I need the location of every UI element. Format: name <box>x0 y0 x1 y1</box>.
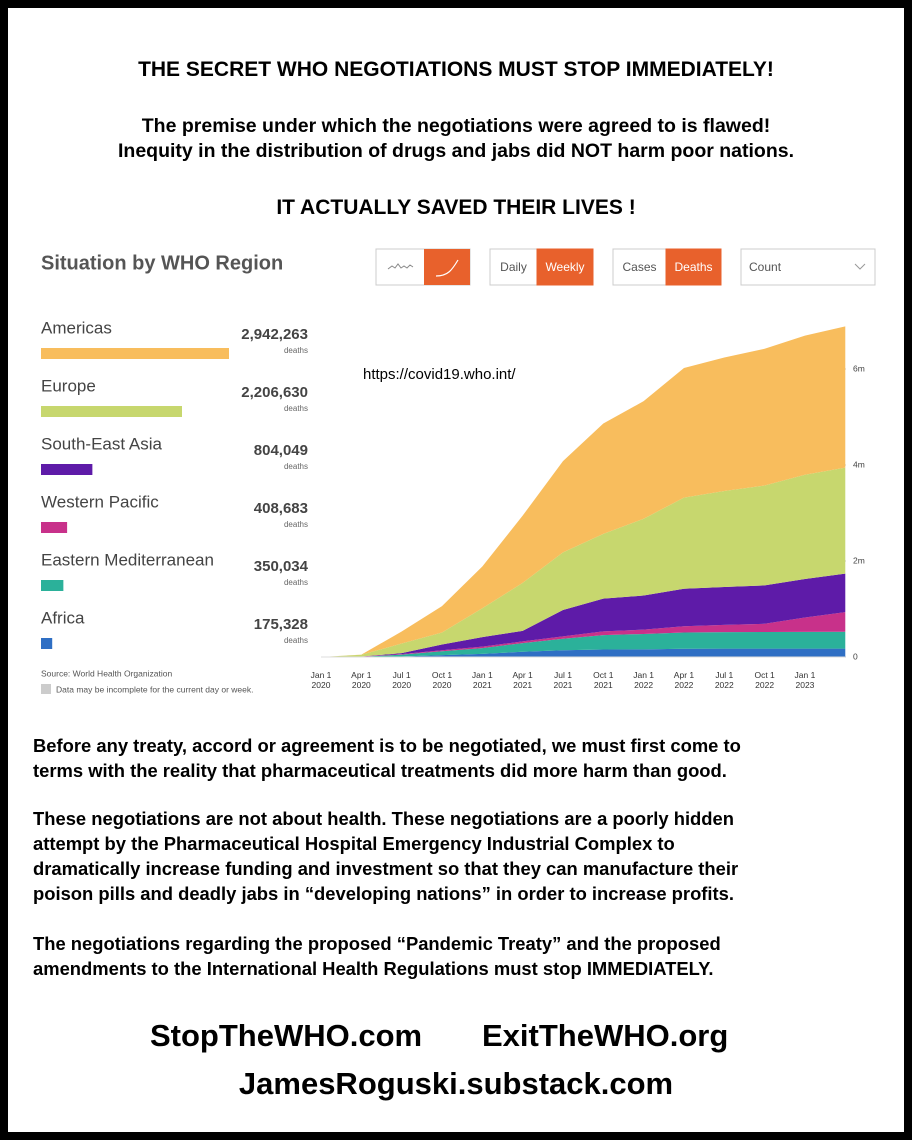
footer-link[interactable]: ExitTheWHO.org <box>482 1018 729 1053</box>
region-name: Western Pacific <box>41 492 159 511</box>
area <box>321 631 846 657</box>
region-unit: deaths <box>284 462 308 471</box>
body-line: Before any treaty, accord or agreement i… <box>33 735 741 756</box>
body-line: dramatically increase funding and invest… <box>33 858 739 879</box>
region-name: Eastern Mediterranean <box>41 550 214 569</box>
body-line: terms with the reality that pharmaceutic… <box>33 760 727 781</box>
note: Data may be incomplete for the current d… <box>56 684 253 694</box>
region-bar <box>41 580 64 591</box>
footer-link[interactable]: JamesRoguski.substack.com <box>238 1066 674 1101</box>
region-name: Europe <box>41 376 96 395</box>
subtitle-line: Inequity in the distribution of drugs an… <box>118 140 794 162</box>
x-tick-label: Jul 1 2020 <box>392 670 412 690</box>
hatch-icon <box>41 684 51 694</box>
region-unit: deaths <box>284 636 308 645</box>
region-unit: deaths <box>284 578 308 587</box>
body-line: attempt by the Pharmaceutical Hospital E… <box>33 833 675 854</box>
x-tick-label: Oct 1 2021 <box>593 670 614 690</box>
x-tick-label: Jan 1 2020 <box>310 670 332 690</box>
y-tick-label: 6m <box>853 363 865 373</box>
y-tick-label: 2m <box>853 555 865 565</box>
region-total: 804,049 <box>254 442 308 459</box>
subtitle-line: The premise under which the negotiations… <box>141 115 771 137</box>
area <box>321 326 846 657</box>
body-line: These negotiations are not about health.… <box>33 808 734 829</box>
button-label: Weekly <box>545 260 584 274</box>
annotation: https://covid19.who.int/ <box>363 366 516 383</box>
region-bar <box>41 406 182 417</box>
region-total: 2,206,630 <box>241 384 308 401</box>
x-tick-label: Apr 1 2020 <box>351 670 372 690</box>
source: Source: World Health Organization <box>41 668 172 678</box>
dropdown[interactable] <box>740 248 876 286</box>
button[interactable] <box>536 248 594 286</box>
region-unit: deaths <box>284 520 308 529</box>
body-line: The negotiations regarding the proposed … <box>33 933 721 954</box>
button-label: Deaths <box>674 260 712 274</box>
body-line: amendments to the International Health R… <box>33 958 714 979</box>
y-tick-label: 4m <box>853 459 865 469</box>
area <box>321 612 846 657</box>
x-tick-label: Jul 1 2021 <box>553 670 573 690</box>
body-line: poison pills and deadly jabs in “develop… <box>33 883 734 904</box>
button-label: Cases <box>622 260 656 274</box>
region-name: Africa <box>41 608 85 627</box>
region-bar <box>41 638 53 649</box>
x-tick-label: Jan 1 2023 <box>794 670 816 690</box>
region-total: 350,034 <box>254 558 309 575</box>
x-tick-label: Apr 1 2022 <box>673 670 695 690</box>
region-total: 175,328 <box>254 616 308 633</box>
x-tick-label: Jul 1 2022 <box>714 670 734 690</box>
x-tick-label: Jan 1 2021 <box>471 670 493 690</box>
x-tick-label: Jan 1 2022 <box>633 670 655 690</box>
region-total: 2,942,263 <box>241 326 308 343</box>
emphasis: IT ACTUALLY SAVED THEIR LIVES ! <box>276 196 636 219</box>
region-name: South-East Asia <box>41 434 163 453</box>
dropdown-label: Count <box>749 260 782 274</box>
y-tick-label: 0 <box>853 651 858 661</box>
dashboard-title: Situation by WHO Region <box>41 252 283 274</box>
region-total: 408,683 <box>254 500 308 517</box>
toggle-active <box>424 249 470 285</box>
button[interactable] <box>612 248 667 286</box>
area <box>321 467 846 657</box>
area <box>321 648 846 657</box>
footer-link[interactable]: StopTheWHO.com <box>150 1018 423 1053</box>
x-tick-label: Apr 1 2021 <box>512 670 533 690</box>
region-bar <box>41 522 68 533</box>
button[interactable] <box>665 248 722 286</box>
button[interactable] <box>489 248 538 286</box>
icon-cumulative <box>435 259 459 277</box>
area <box>321 573 846 657</box>
icon-line <box>387 263 414 270</box>
x-tick-label: Oct 1 2020 <box>431 670 453 690</box>
x-tick-label: Oct 1 2022 <box>754 670 775 690</box>
region-bar <box>41 464 93 475</box>
region-unit: deaths <box>284 404 308 413</box>
region-unit: deaths <box>284 346 308 355</box>
button-label: Daily <box>500 260 527 274</box>
region-name: Americas <box>41 318 112 337</box>
region-bar <box>41 348 229 359</box>
title: THE SECRET WHO NEGOTIATIONS MUST STOP IM… <box>138 58 774 81</box>
dropdown-caret <box>854 263 866 270</box>
